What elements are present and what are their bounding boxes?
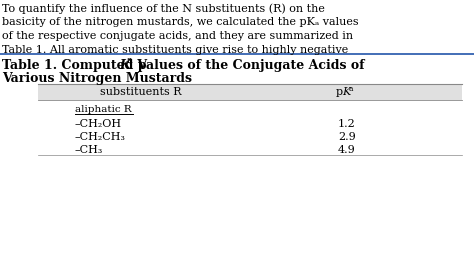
Text: p: p — [336, 87, 343, 97]
Text: a: a — [127, 56, 133, 65]
Text: –CH₂CH₃: –CH₂CH₃ — [75, 132, 126, 141]
Text: substituents R: substituents R — [100, 87, 182, 97]
Text: aliphatic R: aliphatic R — [75, 105, 132, 114]
Text: Table 1. All aromatic substituents give rise to highly negative: Table 1. All aromatic substituents give … — [2, 45, 348, 55]
Text: basicity of the nitrogen mustards, we calculated the pKₐ values: basicity of the nitrogen mustards, we ca… — [2, 17, 359, 27]
Text: of the respective conjugate acids, and they are summarized in: of the respective conjugate acids, and t… — [2, 31, 353, 41]
Text: Values of the Conjugate Acids of: Values of the Conjugate Acids of — [133, 59, 365, 72]
Text: a: a — [349, 85, 354, 93]
Text: 2.9: 2.9 — [338, 132, 356, 141]
Text: –CH₂OH: –CH₂OH — [75, 119, 122, 129]
Text: 1.2: 1.2 — [338, 119, 356, 129]
Text: Various Nitrogen Mustards: Various Nitrogen Mustards — [2, 72, 192, 85]
Bar — [38, 85, 462, 101]
Text: 4.9: 4.9 — [338, 145, 356, 154]
Text: –CH₃: –CH₃ — [75, 145, 103, 154]
Text: Table 1. Computed p: Table 1. Computed p — [2, 59, 146, 72]
Text: K: K — [119, 59, 130, 72]
Text: K: K — [342, 87, 350, 97]
Text: To quantify the influence of the N substituents (R) on the: To quantify the influence of the N subst… — [2, 3, 325, 13]
